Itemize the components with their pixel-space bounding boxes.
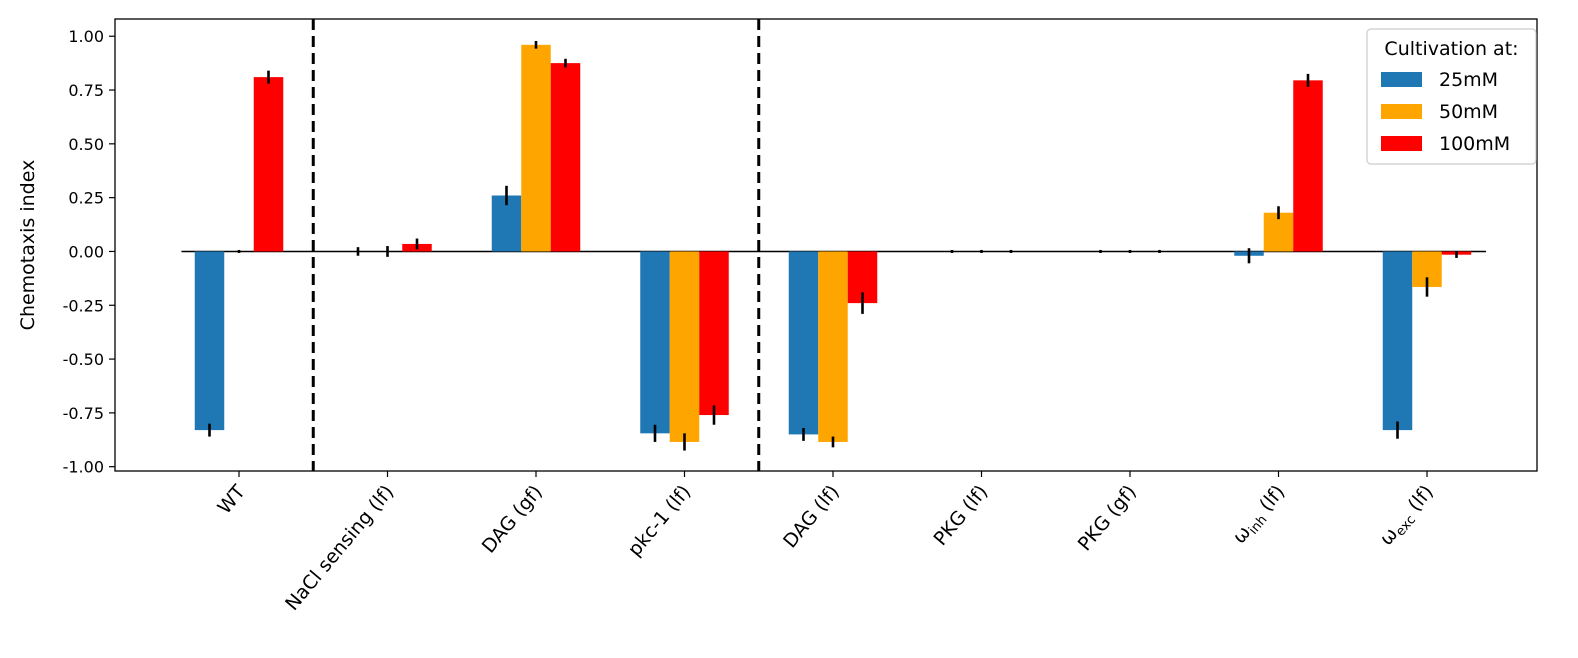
x-tick-label-main: WT [213,481,250,519]
axes-frame [114,18,1538,472]
legend-swatch-100mM [1381,136,1422,151]
bar-25mM-0 [194,251,225,431]
y-tick-label: -0.50 [63,350,104,369]
y-tick-label: -0.25 [63,296,104,315]
x-tick-label: ωinh (lf) [1228,481,1291,550]
x-tick-label-main: NaCl sensing (lf) [281,481,398,615]
legend: Cultivation at: 25mM 50mM 100mM [1366,28,1537,165]
legend-swatch-25mM [1381,72,1422,87]
y-tick-label: 0.50 [68,135,104,154]
bar-100mM-2 [550,63,581,252]
y-axis-label: Chemotaxis index [17,160,39,331]
legend-box [1366,28,1537,165]
bar-100mM-7 [1293,80,1323,252]
x-tick-label: DAG (lf) [779,481,844,552]
x-tick-label-main: DAG (gf) [478,481,547,557]
x-tick-label: PKG (lf) [930,481,993,550]
x-tick-label-main: pkc-1 (lf) [624,481,696,560]
legend-swatch-50mM [1381,104,1422,119]
x-tick-label: PKG (gf) [1074,481,1141,555]
x-tick-label: ωexc (lf) [1375,481,1440,552]
x-tick-label-main: PKG (lf) [930,481,993,550]
y-tick-label: 0.75 [68,81,104,100]
bar-25mM-8 [1382,251,1413,431]
x-tick-label: DAG (gf) [478,481,547,557]
bar-50mM-4 [818,251,848,442]
legend-label-25mM: 25mM [1439,69,1498,91]
legend-title: Cultivation at: [1384,38,1518,60]
x-tick-label: NaCl sensing (lf) [281,481,398,615]
bar-25mM-3 [640,251,670,434]
legend-label-100mM: 100mM [1439,133,1510,155]
x-tick-label: pkc-1 (lf) [624,481,696,560]
bar-100mM-0 [253,77,284,252]
y-tick-label: 1.00 [68,27,104,46]
x-tick-label-main: PKG (gf) [1074,481,1141,555]
bar-100mM-3 [699,251,729,416]
bar-50mM-3 [669,251,700,442]
y-tick-label: -0.75 [63,404,104,423]
x-tick-label: WT [213,481,250,519]
y-tick-label: 0.00 [68,242,104,261]
bar-50mM-2 [521,44,551,252]
plot-area: 1.00 0.75 0.50 0.25 0.00 -0.25 -0.50 -0.75 -1.00… [63,18,1538,615]
y-tick-label: -1.00 [63,458,104,477]
legend-label-50mM: 50mM [1439,101,1498,123]
bar-25mM-4 [788,251,819,435]
x-tick-label-main: DAG (lf) [779,481,844,552]
y-tick-label: 0.25 [68,189,104,208]
